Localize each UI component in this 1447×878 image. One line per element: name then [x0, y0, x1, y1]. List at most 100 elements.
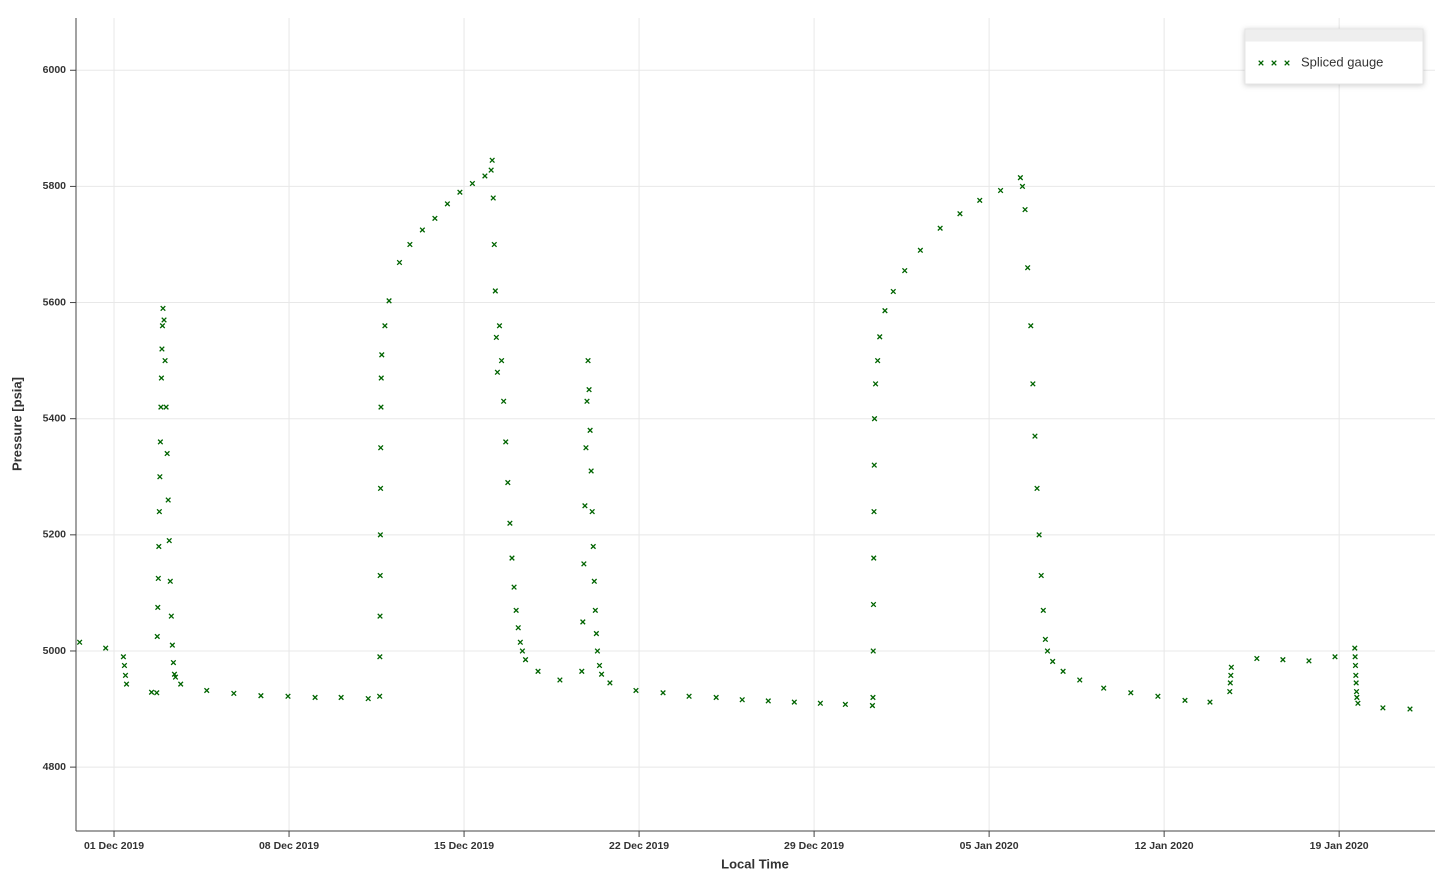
point — [258, 692, 264, 699]
point — [1355, 700, 1361, 707]
y-axis-label: Pressure [psia] — [9, 377, 24, 471]
point — [515, 624, 521, 631]
point — [591, 578, 598, 585]
point — [1049, 658, 1056, 665]
point — [1353, 672, 1359, 679]
y-tick-label: 5400 — [43, 412, 67, 424]
point — [157, 439, 164, 445]
point — [507, 520, 513, 526]
point — [1207, 699, 1213, 705]
point — [582, 503, 588, 509]
point — [660, 690, 666, 696]
point — [870, 694, 876, 701]
point — [592, 607, 599, 614]
point — [997, 187, 1004, 194]
point — [870, 601, 877, 608]
point — [686, 693, 692, 700]
point — [168, 613, 175, 619]
y-tick-label: 5800 — [43, 180, 67, 192]
point — [500, 398, 507, 405]
point — [158, 404, 164, 410]
point — [1028, 323, 1034, 329]
point — [170, 659, 177, 666]
point — [870, 648, 876, 654]
point — [490, 195, 496, 201]
point — [457, 189, 463, 195]
point — [937, 225, 943, 231]
point — [1354, 694, 1360, 701]
point — [432, 215, 438, 222]
point — [580, 619, 586, 625]
point — [842, 701, 849, 708]
x-tick-label: 12 Jan 2020 — [1135, 840, 1194, 852]
point — [493, 334, 500, 341]
point — [496, 323, 503, 329]
point — [382, 323, 388, 329]
point — [120, 654, 127, 660]
point — [882, 307, 888, 314]
point — [1254, 655, 1260, 662]
point — [1352, 662, 1359, 669]
point — [1380, 705, 1386, 711]
point — [1076, 677, 1083, 683]
point — [590, 543, 597, 550]
point — [482, 173, 488, 179]
point — [1019, 183, 1026, 190]
point — [1332, 654, 1338, 660]
point — [386, 298, 392, 304]
point — [872, 381, 879, 387]
y-tick-label: 6000 — [43, 64, 67, 76]
point — [396, 259, 403, 266]
point — [156, 543, 162, 550]
point — [122, 672, 129, 679]
point — [890, 288, 897, 295]
legend-marker — [1271, 60, 1277, 66]
x-tick-label: 22 Dec 2019 — [609, 840, 669, 852]
point — [1060, 668, 1066, 675]
point — [871, 462, 878, 468]
point — [1024, 264, 1031, 271]
point — [165, 497, 171, 503]
point — [870, 555, 877, 561]
point — [535, 668, 541, 675]
y-tick-label: 5200 — [43, 529, 67, 541]
point — [492, 288, 499, 294]
point — [791, 699, 798, 705]
point — [338, 694, 344, 701]
point — [1128, 690, 1134, 696]
y-tick-label: 4800 — [43, 761, 67, 773]
point — [1353, 688, 1360, 695]
point — [312, 694, 318, 701]
point — [285, 693, 291, 700]
point — [377, 654, 383, 660]
point — [494, 369, 501, 375]
point — [522, 656, 529, 663]
point — [517, 639, 524, 646]
point — [155, 604, 161, 611]
point — [917, 247, 924, 254]
point — [1100, 685, 1107, 691]
point — [157, 474, 163, 480]
point — [1036, 532, 1042, 538]
x-tick-label: 08 Dec 2019 — [259, 840, 319, 852]
point — [817, 700, 824, 707]
point — [1040, 607, 1047, 614]
point — [155, 575, 162, 582]
point — [1407, 706, 1413, 712]
point — [871, 415, 878, 422]
point — [377, 613, 383, 619]
point — [607, 680, 613, 686]
point — [166, 537, 172, 544]
point — [1227, 680, 1234, 686]
point — [957, 210, 963, 217]
point — [419, 227, 426, 233]
point — [874, 357, 881, 364]
point — [511, 584, 517, 590]
point — [587, 427, 593, 434]
point — [376, 693, 383, 700]
point — [1044, 648, 1051, 654]
point — [1280, 656, 1286, 663]
point — [1306, 658, 1312, 664]
point — [598, 671, 605, 677]
point — [1352, 654, 1358, 660]
